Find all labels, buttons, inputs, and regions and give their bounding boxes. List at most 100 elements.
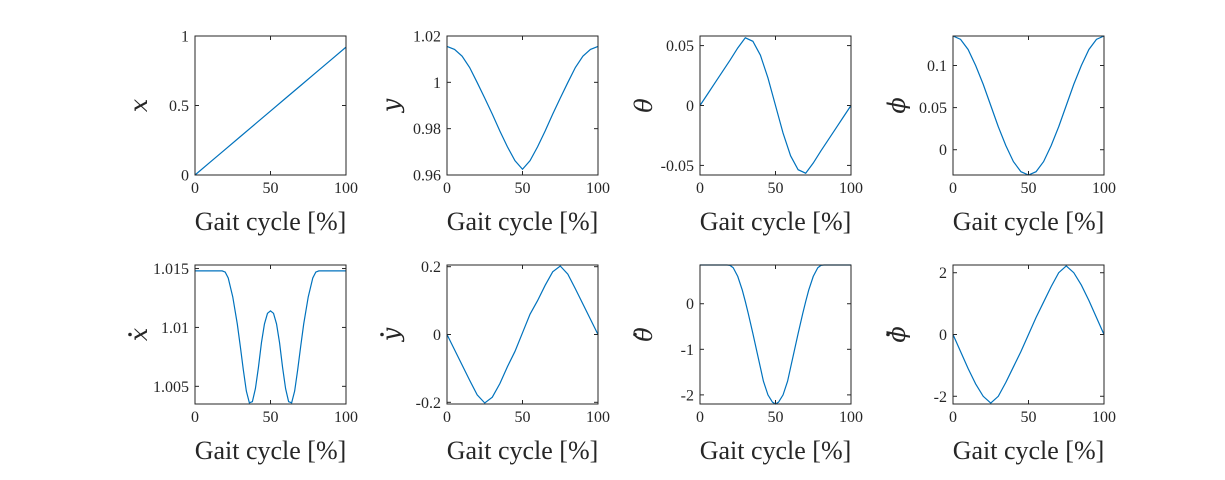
derivative-dot-icon — [128, 332, 132, 337]
x-tick-label: 0 — [696, 409, 704, 426]
y-axis-label: ϕ — [883, 97, 911, 113]
subplot-4: 0 50 100 0 0.05 0.1 Gait cycle [%] ϕ — [883, 35, 1116, 236]
derivative-dot-icon — [886, 332, 890, 337]
y-axis-label-group: ϕ — [883, 326, 911, 342]
series-line — [194, 46, 347, 176]
y-tick-label: 0.05 — [666, 38, 694, 55]
series-line — [446, 265, 599, 404]
derivative-dot-icon — [633, 332, 637, 337]
subplot-7: 0 50 100 -2 -1 0 Gait cycle [%] θ — [630, 264, 863, 465]
y-tick-label: 0 — [939, 327, 947, 344]
x-tick-label: 100 — [1092, 409, 1116, 426]
x-axis-label: Gait cycle [%] — [953, 436, 1105, 465]
y-tick-label: -0.05 — [661, 158, 694, 175]
x-axis-label: Gait cycle [%] — [447, 436, 599, 465]
y-tick-label: 0 — [433, 327, 441, 344]
axes-box — [446, 264, 599, 405]
y-axis-label-group: y — [377, 327, 405, 342]
y-axis-label-group: ϕ — [883, 97, 911, 113]
y-tick-label: 0 — [686, 98, 694, 115]
series-line — [699, 37, 852, 174]
x-tick-label: 50 — [263, 409, 279, 426]
x-tick-label: 0 — [191, 409, 199, 426]
x-tick-label: 100 — [334, 180, 358, 197]
y-tick-label: 0.98 — [413, 121, 441, 138]
y-axis-label-group: x — [125, 98, 153, 112]
y-tick-label: 0.2 — [421, 259, 441, 276]
y-tick-label: 0 — [181, 168, 189, 185]
x-tick-label: 100 — [586, 409, 610, 426]
y-tick-label: -2 — [934, 389, 947, 406]
y-tick-label: -2 — [681, 387, 694, 404]
y-tick-label: 0 — [686, 296, 694, 313]
x-tick-label: 50 — [1021, 180, 1037, 197]
y-tick-label: 1 — [433, 75, 441, 92]
derivative-dot-icon — [380, 332, 384, 337]
series-line — [952, 265, 1105, 404]
y-tick-label: 1.015 — [153, 261, 189, 278]
y-tick-label: 1 — [181, 29, 189, 46]
x-tick-label: 100 — [334, 409, 358, 426]
y-tick-label: 0.96 — [413, 168, 441, 185]
subplot-2: 0 50 100 0.96 0.98 1 1.02 Gait cycle [%] y — [377, 29, 610, 237]
y-tick-label: 1.01 — [161, 320, 189, 337]
y-tick-label: 1.02 — [413, 29, 441, 46]
y-axis-label: y — [377, 98, 405, 113]
x-tick-label: 50 — [768, 180, 784, 197]
y-axis-label-group: θ — [630, 98, 658, 113]
y-axis-label-group: y — [377, 98, 405, 113]
series-line — [700, 264, 851, 405]
y-tick-label: 0.5 — [169, 98, 189, 115]
axes-box — [194, 35, 347, 176]
x-tick-label: 0 — [949, 180, 957, 197]
x-tick-label: 0 — [443, 409, 451, 426]
y-tick-label: -1 — [681, 342, 694, 359]
y-axis-label: x — [125, 98, 153, 112]
x-tick-label: 0 — [443, 180, 451, 197]
x-tick-label: 100 — [1092, 180, 1116, 197]
y-axis-label-group: θ — [630, 327, 658, 342]
x-axis-label: Gait cycle [%] — [953, 207, 1105, 236]
y-tick-label: 0.1 — [927, 58, 947, 75]
y-axis-label-group: x — [125, 327, 153, 341]
y-axis-label: θ — [630, 98, 658, 113]
y-tick-label: 0.05 — [919, 100, 947, 117]
x-tick-label: 100 — [586, 180, 610, 197]
x-tick-label: 50 — [1021, 409, 1037, 426]
x-tick-label: 0 — [949, 409, 957, 426]
x-axis-label: Gait cycle [%] — [195, 436, 347, 465]
y-axis-label: θ — [630, 327, 658, 342]
y-tick-label: 0 — [939, 142, 947, 159]
series-line — [952, 35, 1105, 176]
y-axis-label: x — [125, 327, 153, 341]
subplot-1: 0 50 100 0 0.5 1 Gait cycle [%] x — [125, 29, 358, 237]
x-tick-label: 50 — [263, 180, 279, 197]
series-line — [446, 45, 599, 171]
x-tick-label: 0 — [696, 180, 704, 197]
x-tick-label: 100 — [839, 180, 863, 197]
x-tick-label: 100 — [839, 409, 863, 426]
x-tick-label: 0 — [191, 180, 199, 197]
y-tick-label: 2 — [939, 265, 947, 282]
y-axis-label: ϕ — [883, 326, 911, 342]
x-axis-label: Gait cycle [%] — [700, 207, 852, 236]
axes-box — [952, 35, 1105, 176]
axes-box — [699, 264, 852, 405]
x-tick-label: 50 — [515, 409, 531, 426]
subplot-5: 0 50 100 1.005 1.01 1.015 Gait cycle [%] x — [125, 261, 358, 465]
x-axis-label: Gait cycle [%] — [700, 436, 852, 465]
series-line — [195, 270, 346, 404]
axes-box — [446, 35, 599, 176]
axes-box — [194, 264, 347, 405]
y-tick-label: 1.005 — [153, 379, 189, 396]
y-tick-label: -0.2 — [416, 395, 441, 412]
y-axis-label: y — [377, 327, 405, 342]
x-axis-label: Gait cycle [%] — [447, 207, 599, 236]
x-axis-label: Gait cycle [%] — [195, 207, 347, 236]
x-tick-label: 50 — [515, 180, 531, 197]
x-tick-label: 50 — [768, 409, 784, 426]
